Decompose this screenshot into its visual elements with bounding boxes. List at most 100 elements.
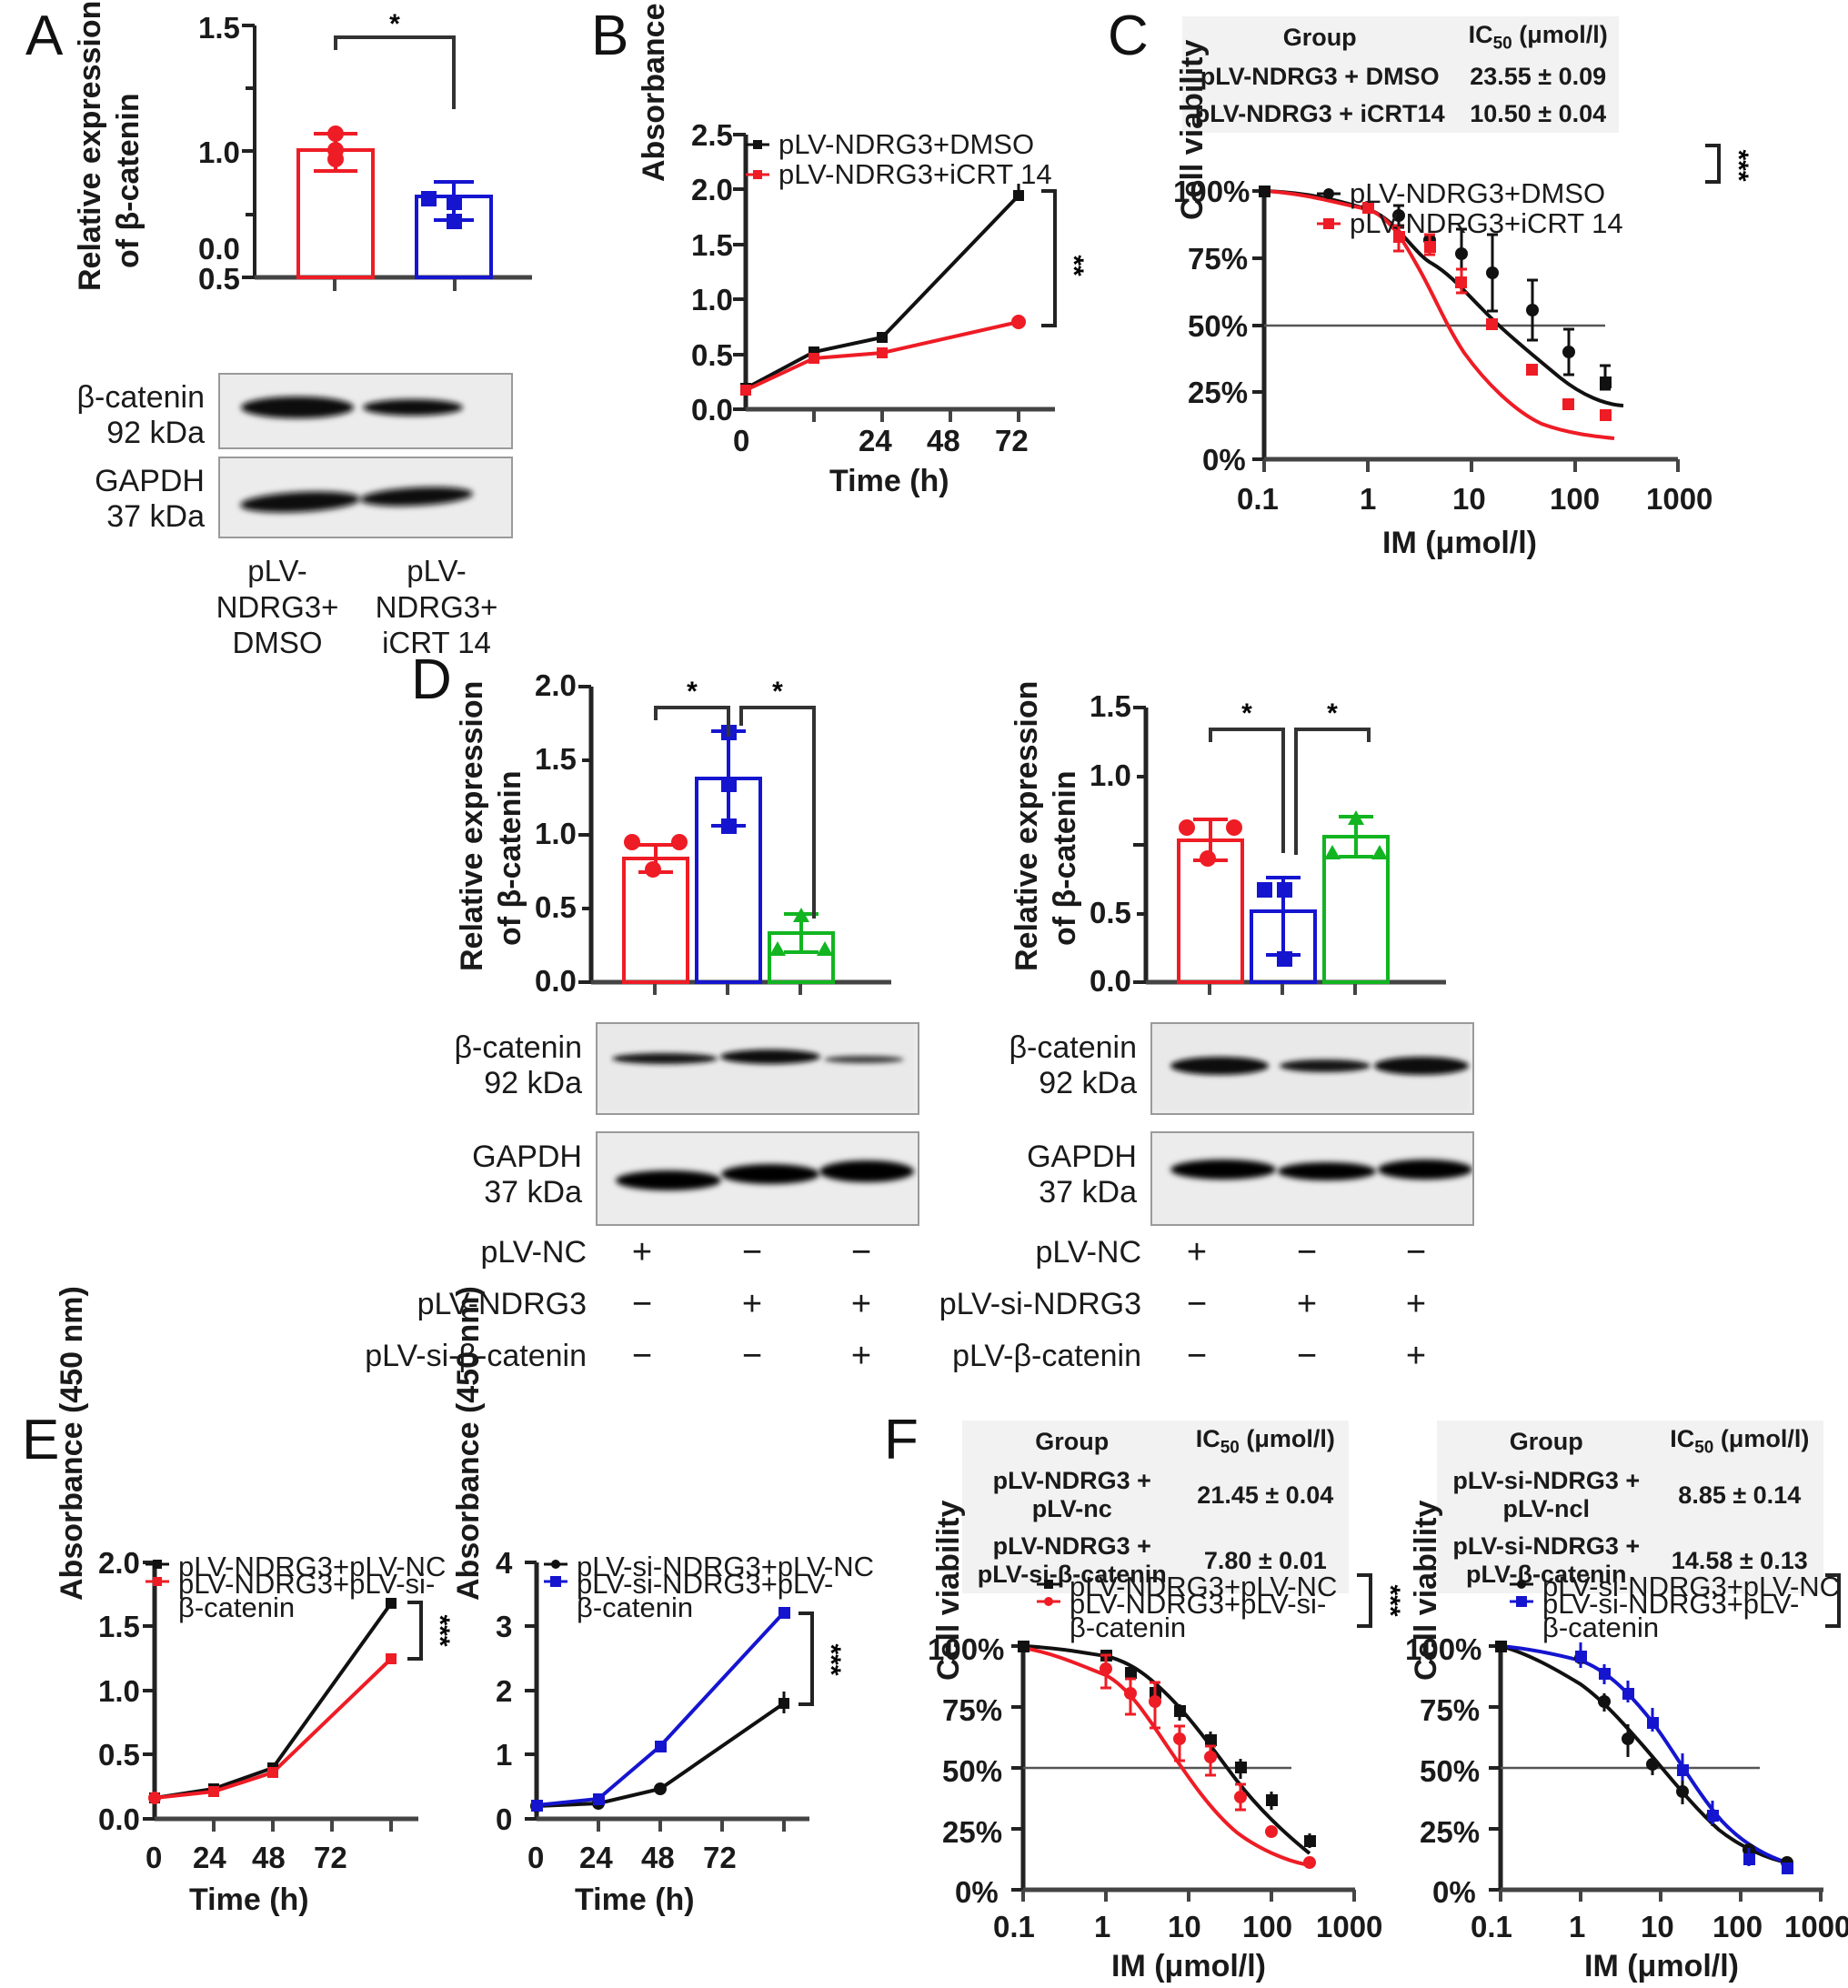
panel-e-right-legend-item-0: pLV-si-NDRG3+pLV-NC — [577, 1551, 875, 1582]
panel-f-right-significance: * — [1843, 1595, 1848, 1606]
panel-d-right-blot-bcatenin — [1150, 1022, 1474, 1115]
table-row: pLV-si-NDRG3 + pLV-β-catenin 14.58 ± 0.1… — [1437, 1528, 1823, 1593]
table-row: pLV-NDRG3 + pLV-nc 21.45 ± 0.04 — [962, 1462, 1349, 1528]
panel-f-right-row1-ic50: 14.58 ± 0.13 — [1671, 1546, 1808, 1574]
panel-d-left-cond0-v1: − — [741, 1233, 763, 1271]
panel-b-xtick-24: 24 — [859, 424, 892, 457]
panel-d-left-ytick-1-5: 1.5 — [535, 742, 577, 776]
panel-a-significance: * — [389, 9, 400, 39]
panel-f-right-ic50-header: IC50 (μmol/l) — [1670, 1425, 1810, 1458]
panel-a-blot-gapdh-label: GAPDH 37 kDa — [95, 464, 205, 535]
panel-b-legend-item-0: pLV-NDRG3+DMSO — [778, 128, 1035, 160]
panel-e-left-ytick-2-0: 2.0 — [98, 1546, 140, 1580]
condition-row: pLV-NDRG3 − + + — [364, 1285, 919, 1324]
panel-f-right-xtick-10: 10 — [1641, 1910, 1674, 1943]
panel-f-left-xtick-100: 100 — [1242, 1910, 1293, 1943]
panel-e-right-significance: *** — [816, 1643, 846, 1675]
panel-d-left-ytick-0-5: 0.5 — [535, 890, 577, 924]
panel-b-ytick-2-0: 2.0 — [691, 173, 733, 206]
panel-c-dose-response-chart: *** — [1169, 144, 1823, 527]
panel-b-ylabel: Absorbance (450 nm) — [637, 0, 671, 182]
panel-b-xtick-0: 0 — [733, 424, 750, 457]
panel-f-right-legend-item-1: pLV-si-NDRG3+pLV- — [1542, 1588, 1800, 1621]
panel-d-left-cond0-v2: − — [850, 1233, 872, 1271]
panel-d-left-bar-chart: * * — [500, 655, 919, 1019]
panel-f-right-ytick-100: 100% — [1405, 1632, 1482, 1666]
panel-b-legend-item-1: pLV-NDRG3+iCRT 14 — [778, 158, 1052, 191]
table-header-row: Group IC50 (μmol/l) — [1437, 1421, 1823, 1462]
table-header-row: Group IC50 (μmol/l) — [1182, 16, 1619, 58]
panel-c-row1-ic50: 10.50 ± 0.04 — [1470, 100, 1607, 128]
panel-d-left-cond1-v1: + — [741, 1285, 763, 1323]
panel-e-left-ytick-1-5: 1.5 — [98, 1610, 140, 1643]
panel-c-xtick-1: 1 — [1360, 482, 1377, 516]
panel-d-right-blot-bcat-label: β-catenin 92 kDa — [1009, 1030, 1137, 1101]
panel-e-right-legend-item-1-cont: β-catenin — [577, 1591, 694, 1623]
panel-f-left-xlabel: IM (μmol/l) — [1111, 1949, 1266, 1983]
panel-f-right-ytick-0: 0% — [1432, 1875, 1476, 1909]
panel-e-right-xlabel: Time (h) — [575, 1883, 695, 1917]
panel-d-left-cond1-v2: + — [850, 1285, 872, 1323]
panel-c-ytick-75: 75% — [1188, 242, 1249, 276]
panel-f-right-xlabel: IM (μmol/l) — [1584, 1949, 1739, 1983]
panel-e-left-xtick-48: 48 — [252, 1841, 286, 1874]
panel-b-ytick-1-5: 1.5 — [691, 228, 733, 262]
panel-d-right-blot-gapdh-label: GAPDH 37 kDa — [1027, 1140, 1137, 1210]
panel-e-left-xtick-24: 24 — [193, 1841, 226, 1874]
panel-c-ytick-100: 100% — [1173, 175, 1250, 208]
panel-d-right-ytick-1-0: 1.0 — [1090, 758, 1131, 792]
panel-a-blot-bcat-label: β-catenin 92 kDa — [76, 380, 205, 451]
panel-e-left-line-chart: *** — [55, 1546, 455, 1855]
panel-d-left-cond0-label: pLV-NC — [480, 1235, 587, 1270]
panel-d-right-cond1-v2: + — [1405, 1285, 1427, 1323]
panel-c-row1-group: pLV-NDRG3 + iCRT14 — [1194, 100, 1445, 128]
panel-f-right-ytick-25: 25% — [1420, 1815, 1481, 1849]
panel-c-legend: pLV-NDRG3+DMSO pLV-NDRG3+iCRT 14 — [1317, 178, 1623, 239]
panel-d-right-ytick-0-5: 0.5 — [1090, 896, 1131, 929]
panel-f-right-legend: pLV-si-NDRG3+pLV-NC pLV-si-NDRG3+pLV- β-… — [1510, 1571, 1840, 1642]
panel-e-right-ytick-2: 2 — [496, 1674, 513, 1708]
panel-f-right-row1-group: pLV-si-NDRG3 + pLV-β-catenin — [1452, 1532, 1641, 1589]
panel-b-xtick-72: 72 — [995, 424, 1029, 457]
panel-d-right-cond0-v2: − — [1405, 1233, 1427, 1271]
panel-e-right-xtick-24: 24 — [579, 1841, 613, 1874]
panel-e-right-legend-item-1: pLV-si-NDRG3+pLV- — [577, 1568, 834, 1601]
panel-f-left-group-header: Group — [1035, 1427, 1110, 1455]
panel-f-right-xtick-100: 100 — [1712, 1910, 1763, 1943]
panel-f-left-ic50-header: IC50 (μmol/l) — [1195, 1425, 1335, 1458]
panel-d-left-blot-gapdh-label: GAPDH 37 kDa — [472, 1140, 582, 1210]
panel-a-svg: * — [242, 9, 532, 291]
panel-d-letter: D — [411, 648, 452, 711]
panel-f-right-ytick-75: 75% — [1420, 1693, 1481, 1727]
condition-row: pLV-si-NDRG3 − + + — [919, 1285, 1473, 1324]
panel-e-left-ytick-0-5: 0.5 — [98, 1738, 140, 1772]
panel-f-left-xtick-1000: 1000 — [1316, 1910, 1383, 1943]
panel-d-left-sig2: * — [772, 677, 783, 707]
panel-f-right-ic50-table: Group IC50 (μmol/l) pLV-si-NDRG3 + pLV-n… — [1437, 1421, 1823, 1594]
panel-c-significance: *** — [1723, 149, 1753, 181]
panel-f-right-dose-chart: * — [1405, 1573, 1848, 1928]
table-row: pLV-NDRG3 + iCRT14 10.50 ± 0.04 — [1182, 95, 1619, 133]
panel-d-right-cond0-v0: + — [1186, 1233, 1208, 1271]
panel-d-left-cond2-label: pLV-si-β-catenin — [365, 1339, 587, 1373]
panel-f-letter: F — [884, 1409, 919, 1471]
panel-a-letter: A — [25, 5, 64, 67]
panel-c-letter: C — [1108, 5, 1149, 67]
panel-c-ytick-0: 0% — [1202, 443, 1246, 477]
panel-c-row0-group: pLV-NDRG3 + DMSO — [1200, 63, 1440, 91]
panel-e-right-line-chart: *** — [437, 1546, 846, 1855]
panel-b-ytick-1-0: 1.0 — [691, 283, 733, 316]
panel-f-right-xtick-1: 1 — [1569, 1910, 1586, 1943]
panel-f-left-ytick-100: 100% — [928, 1632, 1005, 1666]
panel-f-right-ytick-50: 50% — [1420, 1754, 1481, 1788]
panel-c-xtick-100: 100 — [1550, 482, 1601, 516]
panel-d-right-cond0-v1: − — [1296, 1233, 1318, 1271]
panel-b-ytick-2-5: 2.5 — [691, 118, 733, 152]
panel-d-left-cond2-v0: − — [631, 1337, 653, 1375]
panel-e-left-xtick-0: 0 — [146, 1841, 163, 1874]
panel-c-legend-item-1: pLV-NDRG3+iCRT 14 — [1350, 207, 1623, 240]
panel-f-left-row1-ic50: 7.80 ± 0.01 — [1203, 1546, 1327, 1574]
panel-e-right-ytick-1: 1 — [496, 1738, 513, 1772]
panel-c-legend-item-0: pLV-NDRG3+DMSO — [1350, 177, 1606, 209]
panel-f-left-legend-item-1-cont: β-catenin — [1070, 1611, 1187, 1643]
